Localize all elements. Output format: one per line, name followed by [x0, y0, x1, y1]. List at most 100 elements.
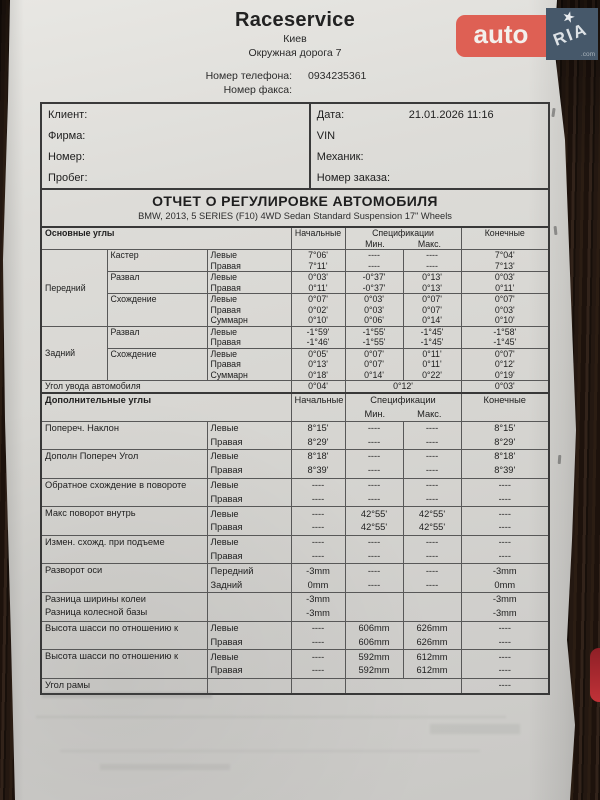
ria-logo-text: RIA — [550, 19, 591, 50]
min-spec-cell: 0°03' — [344, 304, 404, 315]
max-spec-cell: 0°07' — [402, 304, 462, 315]
document-content: Raceservice Киев Окружная дорога 7 Номер… — [40, 0, 550, 695]
max-spec-cell: ---- — [402, 435, 462, 450]
max-spec-cell: 626mm — [402, 635, 462, 650]
angle-row: Суммарн 0°10' 0°06' 0°14' 0°10' — [41, 315, 549, 326]
final-value-cell: ---- — [460, 677, 549, 694]
spec-value-cell — [344, 677, 462, 694]
section-header-row: Дополнительные углы Начальные Спецификации… — [40, 391, 549, 421]
min-spec-cell: 0°06' — [344, 315, 404, 326]
final-value-cell: ---- — [460, 664, 549, 679]
final-value-cell: 7°04' — [460, 249, 549, 261]
angle-row: Схождение Левые 0°05' 0°07' 0°11' 0°07' — [41, 347, 549, 381]
initial-value-cell: 0°10' — [290, 315, 346, 326]
max-spec-cell: 0°07' — [402, 293, 462, 305]
bleedthrough-ghost — [60, 750, 480, 752]
max-spec-cell: 42°55' — [402, 521, 462, 536]
max-spec-cell: 612mm — [402, 664, 462, 679]
initial-value-cell: ---- — [290, 664, 346, 679]
spec-subheaders: Мин. Макс. — [349, 408, 458, 421]
row-label-cell: Высота шасси по отношению к — [40, 620, 207, 650]
min-spec-cell: ---- — [344, 260, 404, 272]
side-cell: Левые — [206, 420, 292, 436]
angle-row: Разворот оси Передний -3mm ---- ---- -3mm — [40, 563, 549, 593]
min-spec-cell: 592mm — [344, 664, 404, 679]
param-cell: Развал — [106, 271, 207, 294]
param-cell: Развал — [106, 325, 207, 348]
row-label-cell: Разница ширины колеи Разница колесной баз… — [40, 592, 207, 622]
initial-value-cell: 0°05' — [290, 347, 346, 359]
angle-row: Высота шасси по отношению к Левые ---- 592m… — [40, 649, 549, 679]
group-cell: Задний — [40, 325, 107, 381]
initial-value-cell: 8°18' — [290, 449, 346, 464]
min-spec-cell: ---- — [344, 549, 404, 564]
side-cell: Левые — [206, 449, 292, 464]
vin-label: VIN — [316, 129, 336, 142]
initial-value-cell: ---- — [290, 635, 346, 650]
max-spec-cell: 0°22' — [402, 369, 462, 381]
bleedthrough-ghost — [36, 716, 506, 718]
final-value-cell: ---- — [460, 506, 549, 522]
initial-value-cell: ---- — [290, 492, 346, 507]
final-value-cell: 0°07' — [460, 347, 549, 359]
final-value-cell: ---- — [460, 492, 549, 507]
min-spec-cell: 0°07' — [344, 347, 404, 359]
angle-row: Передний Кастер Левые 7°06' ---- ---- 7°04' — [40, 249, 549, 326]
final-value-cell: 0°07' — [460, 293, 549, 305]
min-spec-cell: ---- — [344, 492, 404, 507]
min-spec-cell: -0°37' — [344, 282, 404, 294]
side-cell: Левые — [206, 325, 292, 337]
side-cell: Правая — [206, 359, 292, 370]
client-row: Фирма: VIN — [42, 125, 548, 146]
final-value-cell: -1°58' — [460, 325, 549, 337]
final-value-cell: 0°19' — [460, 369, 549, 381]
max-spec-cell: ---- — [402, 477, 462, 493]
initial-value-cell: 8°15' — [290, 420, 346, 436]
min-spec-cell: 592mm — [344, 649, 404, 665]
max-spec-cell: 0°14' — [402, 315, 462, 326]
side-cell: Левые — [206, 347, 292, 359]
row-label-cell: Обратное схождение в повороте — [40, 477, 207, 507]
row-label: Обратное схождение в повороте — [45, 479, 187, 490]
section-title-cell: Дополнительные углы — [40, 391, 292, 421]
min-spec-cell: ---- — [344, 477, 404, 493]
final-value-cell: -1°45' — [460, 337, 549, 348]
max-spec-cell: -1°45' — [402, 325, 462, 337]
ria-com-label: .com — [580, 51, 595, 58]
side-cell: Правая — [206, 304, 292, 315]
initial-value-cell: 0°18' — [290, 369, 346, 381]
max-spec-cell: ---- — [402, 260, 462, 272]
final-value-cell: 7°13' — [460, 260, 549, 272]
side-cell: Левые — [206, 293, 292, 305]
angle-row: Измен. схожд. при подъеме Левые ---- ---- --… — [40, 534, 549, 564]
min-spec-cell: ---- — [344, 534, 404, 550]
row-label: Разница колесной базы — [45, 607, 148, 618]
side-cell: Правая — [206, 282, 292, 294]
number-label: Номер: — [48, 150, 85, 163]
report-title: ОТЧЕТ О РЕГУЛИРОВКЕ АВТОМОБИЛЯ — [152, 193, 438, 209]
initial-value-cell: 0°03' — [290, 271, 346, 283]
min-spec-cell: ---- — [344, 249, 404, 261]
side-cell: Правая — [206, 492, 292, 507]
angle-row: Разница ширины колеи Разница колесной баз… — [40, 592, 549, 622]
angle-row: Правая 0°11' -0°37' 0°13' 0°11' — [41, 282, 549, 294]
bleedthrough-ghost — [42, 692, 212, 698]
side-cell: Левые — [206, 620, 292, 636]
side-cell: Задний — [206, 578, 292, 593]
max-spec-cell: 42°55' — [402, 506, 462, 522]
initial-value-cell: ---- — [290, 649, 346, 665]
initial-value-cell: ---- — [290, 534, 346, 550]
angle-row: Правая ---- 606mm 626mm ---- — [41, 635, 549, 650]
final-value-cell: 0°03' — [460, 304, 549, 315]
column-header-spec: Спецификации Мин. Макс. — [344, 226, 462, 250]
report-title-box: ОТЧЕТ О РЕГУЛИРОВКЕ АВТОМОБИЛЯ BMW, 2013… — [40, 190, 550, 226]
angle-row: Правая ---- 592mm 612mm ---- — [41, 664, 549, 679]
fax-row: Номер факса: — [40, 83, 550, 97]
mechanic-label: Механик: — [316, 150, 364, 163]
final-value-cell: 0°11' — [460, 282, 549, 294]
angle-row: Задний Развал Левые -1°59' -1°55' -1°45' -1°58… — [40, 325, 549, 381]
initial-value-cell: -3mm — [290, 563, 346, 579]
column-header-final: Конечные — [460, 391, 549, 421]
main-angles-section: Основные углы Начальные Спецификации Мин. Ма… — [40, 226, 549, 393]
max-spec-cell: ---- — [402, 420, 462, 436]
